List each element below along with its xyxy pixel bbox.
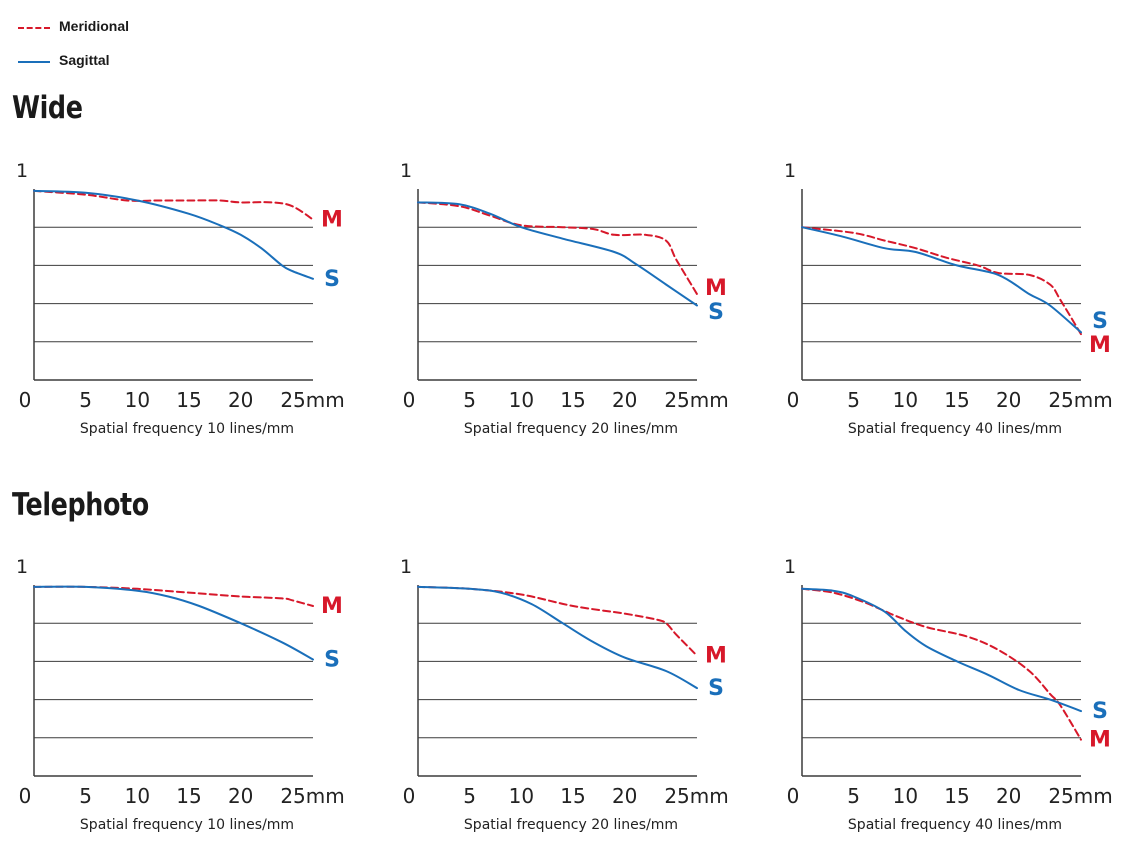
- x-tick-label: 15: [560, 784, 585, 808]
- x-axis-label: Spatial frequency 20 lines/mm: [464, 817, 678, 833]
- meridional-line: [33, 585, 314, 607]
- x-tick-label: 15: [176, 784, 201, 808]
- x-tick-label: 25mm: [280, 388, 344, 412]
- x-tick-label: 20: [228, 784, 253, 808]
- y-tick-label: 1: [16, 556, 28, 578]
- sagittal-legend-swatch: [18, 61, 50, 63]
- legend-label-meridional: Meridional: [59, 18, 130, 34]
- x-tick-label: 15: [560, 388, 585, 412]
- x-tick-label: 20: [996, 388, 1021, 412]
- x-tick-label: 25mm: [1048, 388, 1112, 412]
- x-tick-label: 10: [509, 784, 534, 808]
- meridional-line: [801, 226, 1082, 336]
- sagittal-end-label: S: [324, 267, 340, 292]
- wide-section-title: Wide: [12, 90, 83, 126]
- x-tick-label: 5: [463, 388, 476, 412]
- x-tick-label: 20: [996, 784, 1021, 808]
- meridional-line: [801, 587, 1082, 741]
- meridional-end-label: M: [1089, 333, 1111, 358]
- sagittal-end-label: S: [1092, 309, 1108, 334]
- x-tick-label: 15: [944, 388, 969, 412]
- x-tick-label: 25mm: [664, 388, 728, 412]
- x-tick-label: 5: [79, 388, 92, 412]
- y-tick-label: 1: [784, 556, 796, 578]
- sagittal-line: [417, 585, 698, 690]
- x-tick-label: 5: [847, 784, 860, 808]
- x-tick-label: 10: [125, 388, 150, 412]
- meridional-line: [417, 585, 698, 657]
- legend-label-sagittal: Sagittal: [59, 52, 110, 68]
- x-tick-label: 0: [403, 784, 416, 808]
- x-axis-label: Spatial frequency 20 lines/mm: [464, 421, 678, 437]
- y-tick-label: 1: [400, 556, 412, 578]
- x-tick-label: 10: [893, 388, 918, 412]
- x-axis-label: Spatial frequency 40 lines/mm: [848, 421, 1062, 437]
- meridional-end-label: M: [1089, 728, 1111, 753]
- meridional-line: [33, 189, 314, 221]
- x-tick-label: 5: [79, 784, 92, 808]
- x-tick-label: 20: [228, 388, 253, 412]
- x-axis-label: Spatial frequency 40 lines/mm: [848, 817, 1062, 833]
- x-axis-label: Spatial frequency 10 lines/mm: [80, 421, 294, 437]
- x-tick-label: 15: [944, 784, 969, 808]
- telephoto-section-title: Telephoto: [12, 487, 149, 523]
- x-tick-label: 0: [403, 388, 416, 412]
- x-tick-label: 15: [176, 388, 201, 412]
- x-tick-label: 25mm: [280, 784, 344, 808]
- x-tick-label: 5: [847, 388, 860, 412]
- sagittal-end-label: S: [708, 676, 724, 701]
- sagittal-end-label: S: [324, 647, 340, 672]
- sagittal-line: [33, 585, 314, 661]
- x-tick-label: 25mm: [1048, 784, 1112, 808]
- sagittal-end-label: S: [708, 300, 724, 325]
- sagittal-end-label: S: [1092, 699, 1108, 724]
- x-tick-label: 0: [787, 784, 800, 808]
- x-tick-label: 0: [19, 388, 32, 412]
- x-tick-label: 10: [893, 784, 918, 808]
- x-tick-label: 5: [463, 784, 476, 808]
- sagittal-line: [417, 201, 698, 307]
- x-tick-label: 0: [19, 784, 32, 808]
- x-tick-label: 10: [509, 388, 534, 412]
- meridional-end-label: M: [705, 644, 727, 669]
- y-tick-label: 1: [400, 160, 412, 182]
- x-tick-label: 20: [612, 388, 637, 412]
- meridional-end-label: M: [321, 208, 343, 233]
- x-axis-label: Spatial frequency 10 lines/mm: [80, 817, 294, 833]
- sagittal-line: [801, 226, 1082, 334]
- x-tick-label: 0: [787, 388, 800, 412]
- x-tick-label: 25mm: [664, 784, 728, 808]
- meridional-end-label: M: [705, 276, 727, 301]
- sagittal-line: [33, 189, 314, 280]
- meridional-line: [417, 201, 698, 296]
- meridional-legend-swatch: [18, 27, 50, 29]
- x-tick-label: 20: [612, 784, 637, 808]
- y-tick-label: 1: [16, 160, 28, 182]
- meridional-end-label: M: [321, 594, 343, 619]
- y-tick-label: 1: [784, 160, 796, 182]
- x-tick-label: 10: [125, 784, 150, 808]
- sagittal-line: [801, 587, 1082, 713]
